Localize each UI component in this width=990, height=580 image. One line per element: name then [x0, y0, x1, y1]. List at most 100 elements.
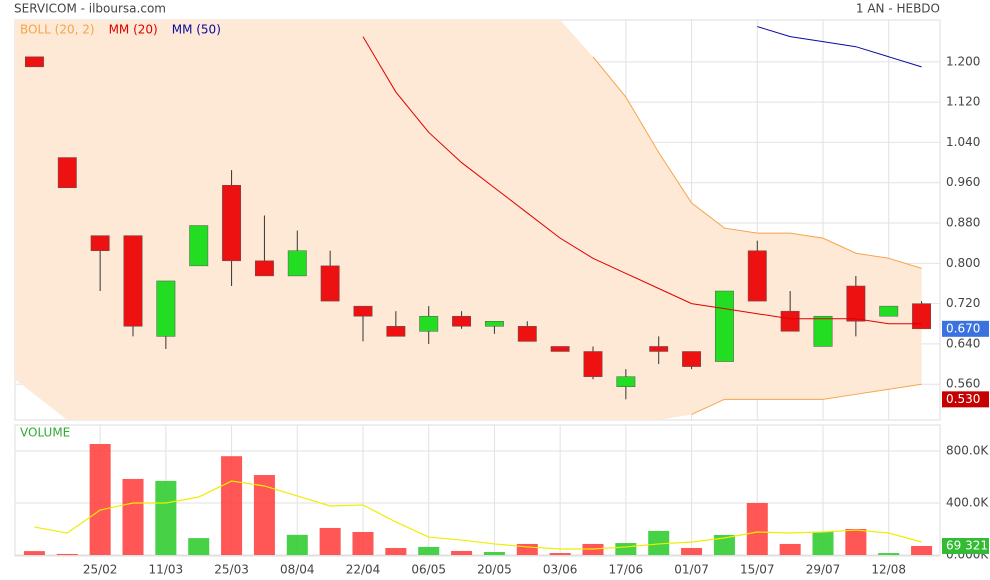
x-tick-label: 29/07: [806, 563, 841, 577]
volume-bar: [385, 547, 407, 555]
volume-panel: [14, 424, 941, 557]
volume-plot: [15, 425, 940, 556]
volume-bar: [878, 553, 900, 555]
candle-body: [353, 305, 373, 317]
candle-body: [912, 303, 932, 330]
moving-average: [362, 36, 922, 325]
candle-body: [780, 310, 800, 332]
volume-bar: [451, 550, 473, 555]
candle-body: [846, 285, 866, 322]
annotations: 25/02 11/03 25/03 08/04 22/04 06/05 20/05 03/06…: [20, 23, 989, 577]
candle-body: [517, 326, 537, 342]
candle-body: [813, 315, 833, 347]
band-fill: [15, 20, 922, 420]
volume-bar: [155, 480, 177, 555]
y-tick-label: 0.720: [946, 296, 980, 310]
chart-subtitle: 1 AN - HEBDO: [856, 2, 940, 16]
price-label-box: [942, 391, 989, 408]
volume-bar: [615, 543, 637, 555]
candle-body: [57, 157, 77, 189]
volume-bar: [516, 543, 538, 555]
x-tick-label: 12/08: [871, 563, 906, 577]
candle-body: [386, 326, 406, 337]
candle-body: [879, 305, 899, 317]
candle-body: [649, 346, 669, 352]
band-upper: [592, 56, 922, 269]
volume-bar: [253, 475, 275, 555]
candle-body: [189, 225, 209, 267]
chart-title: SERVICOM - ilboursa.com: [14, 2, 166, 16]
y-tick-label: 800.0K: [946, 444, 989, 458]
y-tick-label: 1.200: [946, 54, 980, 68]
x-tick-label: 22/04: [346, 563, 381, 577]
volume-bar: [648, 530, 670, 555]
candle-body: [24, 56, 44, 68]
y-tick-label: 0.880: [946, 216, 980, 230]
candle-body: [682, 351, 702, 367]
x-tick-label: 17/06: [609, 563, 644, 577]
x-tick-label: 20/05: [477, 563, 512, 577]
volume-bar: [812, 531, 834, 555]
volume-label-box: [942, 537, 989, 554]
volume-bar: [23, 551, 45, 555]
price-label: 0.670: [946, 321, 980, 335]
volume-bar: [911, 545, 933, 555]
legend-entry: MM (20): [109, 23, 158, 37]
candle-body: [616, 376, 636, 388]
moving-average: [757, 26, 922, 68]
y-tick-label: 1.040: [946, 135, 980, 149]
x-tick-label: 11/03: [149, 563, 184, 577]
candle-body: [747, 250, 767, 302]
x-tick-label: 08/04: [280, 563, 315, 577]
candle-body: [254, 260, 274, 277]
candle-body: [419, 315, 439, 332]
volume-bar: [319, 527, 341, 555]
candle-body: [287, 250, 307, 277]
legend-entry: BOLL (20, 2): [20, 23, 95, 37]
band-lower: [691, 383, 922, 415]
volume-bar: [418, 546, 440, 555]
price-label-box: [942, 320, 989, 337]
volume-bar: [89, 443, 111, 555]
candle-body: [320, 265, 340, 302]
volume-bar: [746, 503, 768, 555]
x-tick-label: 15/07: [740, 563, 775, 577]
price-label: 0.530: [946, 392, 980, 406]
volume-bar: [352, 531, 374, 555]
candle-body: [550, 346, 570, 352]
x-tick-label: 25/03: [214, 563, 249, 577]
legend-entry: MM (50): [172, 23, 221, 37]
y-tick-label: 0.800: [946, 256, 980, 270]
volume-bar: [845, 529, 867, 555]
candle-body: [484, 321, 504, 327]
candle-body: [714, 290, 734, 362]
volume-bar: [56, 553, 78, 555]
volume-bar: [122, 478, 144, 555]
y-tick-label: 0.960: [946, 175, 980, 189]
volume-bar: [713, 534, 735, 555]
candle-body: [123, 235, 143, 327]
price-plot: [15, 20, 940, 420]
volume-label: 69 321: [946, 538, 988, 552]
y-tick-label: 0.640: [946, 336, 980, 350]
volume-average: [34, 480, 922, 550]
x-tick-label: 01/07: [674, 563, 709, 577]
candle-body: [452, 315, 472, 327]
candle-body: [156, 280, 176, 337]
volume-bar: [221, 456, 243, 555]
volume-bar: [483, 552, 505, 555]
volume-bar: [188, 538, 210, 555]
candle-body: [222, 184, 242, 262]
volume-bar: [681, 547, 703, 555]
volume-bar: [779, 543, 801, 555]
x-tick-label: 06/05: [411, 563, 446, 577]
volume-bar: [549, 553, 571, 555]
y-tick-label: 1.120: [946, 95, 980, 109]
x-tick-label: 03/06: [543, 563, 578, 577]
volume-bar: [286, 534, 308, 555]
candle-body: [90, 235, 110, 251]
y-tick-label: 0.560: [946, 377, 980, 391]
y-tick-label: 400.0K: [946, 496, 989, 510]
candle-body: [583, 351, 603, 377]
